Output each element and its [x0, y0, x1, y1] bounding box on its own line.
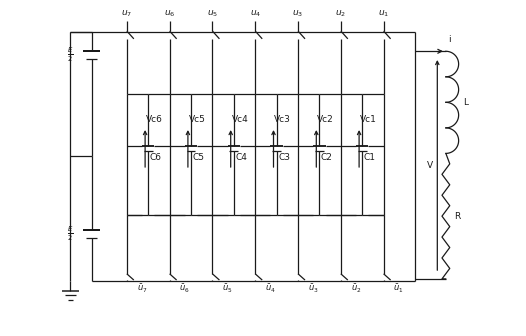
Text: C5: C5 — [193, 153, 205, 162]
Text: $\bar{u}_{6}$: $\bar{u}_{6}$ — [179, 283, 190, 295]
Text: Vc4: Vc4 — [231, 115, 248, 124]
Text: $u_{1}$: $u_{1}$ — [378, 9, 389, 19]
Text: $\bar{u}_{1}$: $\bar{u}_{1}$ — [393, 283, 404, 295]
Text: Vc6: Vc6 — [146, 115, 163, 124]
Text: C6: C6 — [150, 153, 162, 162]
Text: $\bar{u}_{2}$: $\bar{u}_{2}$ — [350, 283, 361, 295]
Text: Vc5: Vc5 — [189, 115, 206, 124]
Text: $\frac{E}{2}$: $\frac{E}{2}$ — [67, 46, 74, 64]
Text: $u_{6}$: $u_{6}$ — [164, 9, 175, 19]
Text: $\bar{u}_{3}$: $\bar{u}_{3}$ — [308, 283, 318, 295]
Text: V: V — [427, 161, 433, 170]
Text: C2: C2 — [321, 153, 333, 162]
Text: Vc2: Vc2 — [317, 115, 334, 124]
Text: C3: C3 — [278, 153, 290, 162]
Text: $u_{3}$: $u_{3}$ — [292, 9, 304, 19]
Text: Vc1: Vc1 — [360, 115, 377, 124]
Text: $u_{4}$: $u_{4}$ — [249, 9, 261, 19]
Text: $\bar{u}_{4}$: $\bar{u}_{4}$ — [265, 283, 276, 295]
Text: C1: C1 — [364, 153, 376, 162]
Text: $u_{7}$: $u_{7}$ — [121, 9, 133, 19]
Text: R: R — [454, 212, 461, 221]
Text: $\bar{u}_{7}$: $\bar{u}_{7}$ — [137, 283, 147, 295]
Text: i: i — [448, 35, 450, 44]
Text: $u_{2}$: $u_{2}$ — [335, 9, 347, 19]
Text: C4: C4 — [235, 153, 247, 162]
Text: $u_{5}$: $u_{5}$ — [207, 9, 218, 19]
Text: L: L — [463, 98, 468, 107]
Text: $\frac{E}{2}$: $\frac{E}{2}$ — [67, 225, 74, 243]
Text: Vc3: Vc3 — [274, 115, 291, 124]
Text: $\bar{u}_{5}$: $\bar{u}_{5}$ — [222, 283, 232, 295]
